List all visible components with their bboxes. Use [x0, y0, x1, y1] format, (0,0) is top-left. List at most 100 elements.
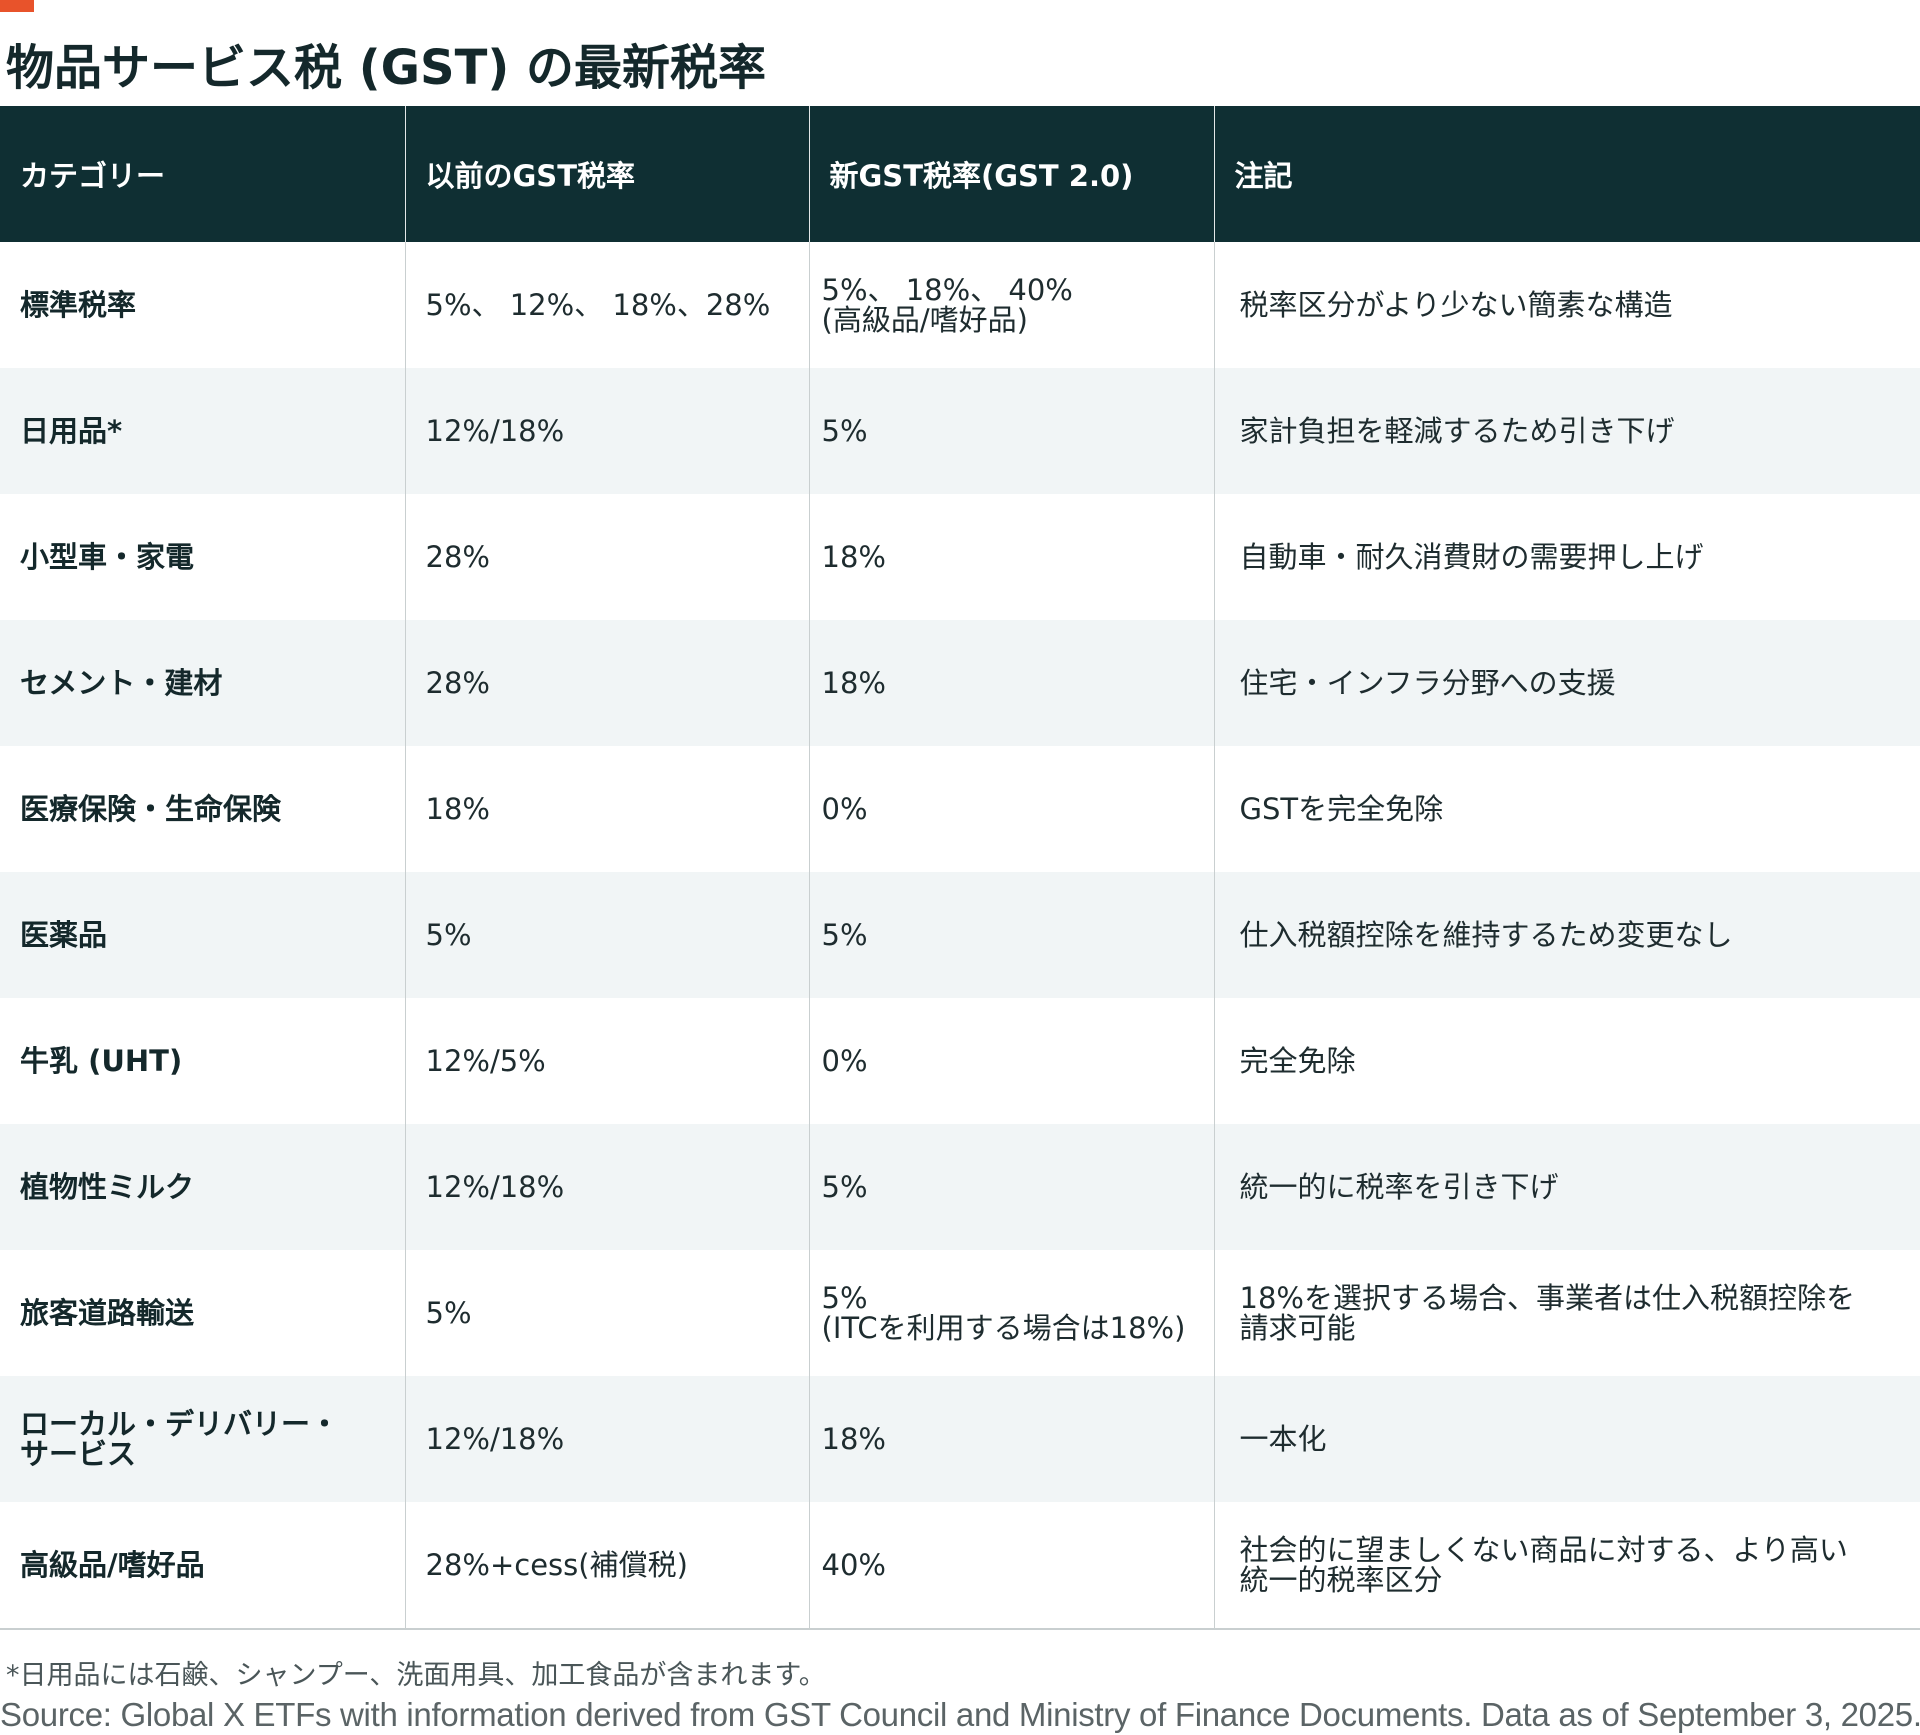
cell-note-line: 住宅・インフラ分野への支援 [1239, 666, 1616, 700]
cell-new-rate: 5% (ITCを利用する場合は18%) [809, 1250, 1215, 1376]
header-note: 注記 [1214, 106, 1920, 242]
cell-new-rate: 5% [809, 872, 1215, 998]
table-row: 高級品/嗜好品 28%+cess(補償税) 40% 社会的に望ましくない商品に対する、… [0, 1502, 1920, 1630]
gst-rate-table: カテゴリー 以前のGST税率 新GST税率(GST 2.0) 注記 標準税率 5%… [0, 106, 1920, 1630]
cell-new-rate: 18% [809, 494, 1215, 620]
table-row: 小型車・家電 28% 18% 自動車・耐久消費財の需要押し上げ [0, 494, 1920, 620]
cell-category: 植物性ミルク [0, 1124, 406, 1250]
cell-note: GSTを完全免除 [1214, 746, 1920, 872]
cell-new-rate-line: 0% [821, 1044, 868, 1078]
cell-category-line: 標準税率 [20, 288, 137, 322]
cell-category: 医療保険・生命保険 [0, 746, 406, 872]
cell-category-line: セメント・建材 [20, 666, 223, 700]
cell-category: セメント・建材 [0, 620, 406, 746]
table-body: 標準税率 5%、 12%、 18%、28% 5%、 18%、 40% (高級品/嗜好品… [0, 242, 1920, 1630]
table-row: ローカル・デリバリー・ サービス 12%/18% 18% 一本化 [0, 1376, 1920, 1502]
cell-category: 標準税率 [0, 242, 406, 368]
cell-old-rate-line: 12%/5% [425, 1044, 546, 1078]
cell-old-rate-line: 28%+cess(補償税) [425, 1548, 688, 1582]
header-category: カテゴリー [0, 106, 406, 242]
cell-old-rate-line: 28% [425, 666, 490, 700]
cell-old-rate: 18% [405, 746, 810, 872]
footnote: *日用品には石鹸、シャンプー、洗面用具、加工食品が含まれます。 [6, 1660, 826, 1691]
cell-note-line: 税率区分がより少ない簡素な構造 [1239, 288, 1673, 322]
cell-category: 高級品/嗜好品 [0, 1502, 406, 1630]
cell-category-line: 小型車・家電 [20, 540, 195, 574]
cell-note: 住宅・インフラ分野への支援 [1214, 620, 1920, 746]
cell-new-rate: 18% [809, 1376, 1215, 1502]
cell-category-line: 高級品/嗜好品 [20, 1548, 205, 1582]
cell-note: 一本化 [1214, 1376, 1920, 1502]
cell-category: 日用品* [0, 368, 406, 494]
cell-new-rate-line: 40% [821, 1548, 886, 1582]
cell-old-rate: 28%+cess(補償税) [405, 1502, 810, 1630]
cell-note: 家計負担を軽減するため引き下げ [1214, 368, 1920, 494]
cell-note-line: 18%を選択する場合、事業者は仕入税額控除を [1239, 1281, 1855, 1315]
table-row: 日用品* 12%/18% 5% 家計負担を軽減するため引き下げ [0, 368, 1920, 494]
cell-old-rate: 5% [405, 1250, 810, 1376]
header-new-rate: 新GST税率(GST 2.0) [809, 106, 1215, 242]
cell-note-line: 家計負担を軽減するため引き下げ [1239, 414, 1675, 448]
cell-old-rate-line: 5% [425, 918, 472, 952]
cell-old-rate-line: 5% [425, 1296, 472, 1330]
cell-old-rate: 5%、 12%、 18%、28% [405, 242, 810, 368]
table-row: 医療保険・生命保険 18% 0% GSTを完全免除 [0, 746, 1920, 872]
cell-new-rate-line: 18% [821, 540, 886, 574]
cell-old-rate-line: 28% [425, 540, 490, 574]
cell-category: 医薬品 [0, 872, 406, 998]
cell-note: 統一的に税率を引き下げ [1214, 1124, 1920, 1250]
cell-new-rate-line: 0% [821, 792, 868, 826]
cell-new-rate: 5%、 18%、 40% (高級品/嗜好品) [809, 242, 1215, 368]
cell-old-rate: 12%/5% [405, 998, 810, 1124]
cell-new-rate-line: 18% [821, 1422, 886, 1456]
cell-category-line: 医療保険・生命保険 [20, 792, 282, 826]
cell-new-rate-line: 5% [821, 1281, 868, 1315]
header-old-rate: 以前のGST税率 [405, 106, 810, 242]
cell-new-rate-line: 5% [821, 414, 868, 448]
cell-note-line: GSTを完全免除 [1239, 792, 1444, 826]
cell-new-rate: 0% [809, 998, 1215, 1124]
accent-bar [0, 0, 34, 12]
cell-note-line: 完全免除 [1239, 1044, 1356, 1078]
cell-note: 税率区分がより少ない簡素な構造 [1214, 242, 1920, 368]
table-row: 標準税率 5%、 12%、 18%、28% 5%、 18%、 40% (高級品/嗜好品… [0, 242, 1920, 368]
cell-old-rate-line: 12%/18% [425, 1170, 565, 1204]
cell-category-line: 旅客道路輸送 [20, 1296, 195, 1330]
cell-note: 自動車・耐久消費財の需要押し上げ [1214, 494, 1920, 620]
cell-old-rate: 12%/18% [405, 1376, 810, 1502]
cell-old-rate: 28% [405, 494, 810, 620]
cell-note-line: 請求可能 [1239, 1311, 1356, 1345]
cell-new-rate-line: 18% [821, 666, 886, 700]
cell-new-rate: 5% [809, 368, 1215, 494]
cell-new-rate: 18% [809, 620, 1215, 746]
cell-note-line: 社会的に望ましくない商品に対する、より高い [1239, 1533, 1848, 1567]
page-title: 物品サービス税 (GST) の最新税率 [6, 40, 767, 96]
cell-old-rate: 12%/18% [405, 368, 810, 494]
cell-old-rate-line: 5%、 12%、 18%、28% [425, 288, 771, 322]
cell-old-rate-line: 12%/18% [425, 1422, 565, 1456]
cell-note: 18%を選択する場合、事業者は仕入税額控除を 請求可能 [1214, 1250, 1920, 1376]
cell-new-rate: 40% [809, 1502, 1215, 1630]
table-row: 植物性ミルク 12%/18% 5% 統一的に税率を引き下げ [0, 1124, 1920, 1250]
cell-new-rate-line: 5% [821, 1170, 868, 1204]
table-row: 医薬品 5% 5% 仕入税額控除を維持するため変更なし [0, 872, 1920, 998]
cell-old-rate-line: 12%/18% [425, 414, 565, 448]
source-note: Source: Global X ETFs with information d… [0, 1696, 1920, 1733]
cell-new-rate-line: (ITCを利用する場合は18%) [821, 1311, 1186, 1345]
cell-category-line: サービス [20, 1437, 137, 1471]
cell-old-rate: 12%/18% [405, 1124, 810, 1250]
cell-note: 完全免除 [1214, 998, 1920, 1124]
cell-note: 仕入税額控除を維持するため変更なし [1214, 872, 1920, 998]
cell-category-line: ローカル・デリバリー・ [20, 1407, 340, 1441]
cell-category-line: 牛乳 (UHT) [20, 1044, 183, 1078]
cell-old-rate: 5% [405, 872, 810, 998]
cell-category: 小型車・家電 [0, 494, 406, 620]
table-row: 旅客道路輸送 5% 5% (ITCを利用する場合は18%) 18%を選択する場合、事業者… [0, 1250, 1920, 1376]
cell-category: 牛乳 (UHT) [0, 998, 406, 1124]
table-row: セメント・建材 28% 18% 住宅・インフラ分野への支援 [0, 620, 1920, 746]
cell-note-line: 統一的に税率を引き下げ [1239, 1170, 1559, 1204]
cell-note-line: 自動車・耐久消費財の需要押し上げ [1239, 540, 1704, 574]
cell-old-rate-line: 18% [425, 792, 490, 826]
cell-category-line: 日用品* [20, 414, 123, 448]
cell-category-line: 植物性ミルク [20, 1170, 195, 1204]
